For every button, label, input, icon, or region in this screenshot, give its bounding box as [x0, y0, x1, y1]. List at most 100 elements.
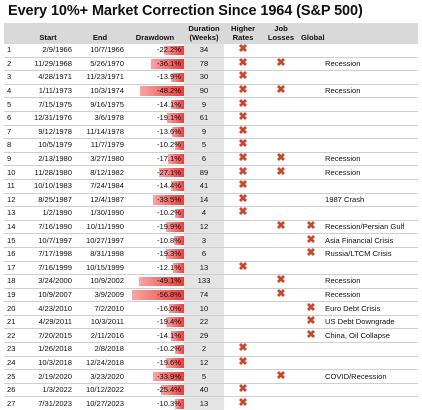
header-end: End	[74, 23, 126, 44]
drawdown-value: -49.1%	[156, 276, 181, 286]
drawdown-cell: -19.1%	[126, 111, 184, 126]
start-date: 10/9/2007	[22, 288, 74, 303]
global-cell	[300, 383, 322, 398]
cross-icon: ✖	[238, 43, 248, 56]
higher-rates-cell	[224, 288, 262, 303]
cross-icon: ✖	[238, 206, 248, 219]
drawdown-value: -56.8%	[156, 289, 181, 299]
drawdown-bar	[153, 195, 184, 205]
start-date: 10/3/2018	[22, 356, 74, 371]
higher-rates-cell	[224, 328, 262, 344]
global-cell: ✖	[300, 233, 322, 248]
higher-rates-cell: ✖	[224, 138, 262, 153]
cross-icon: ✖	[276, 369, 286, 382]
cross-icon: ✖	[238, 355, 248, 368]
start-date: 4/29/2011	[22, 315, 74, 330]
cross-icon: ✖	[238, 383, 248, 396]
cross-icon: ✖	[238, 260, 248, 273]
drawdown-bar	[172, 263, 184, 273]
row-number: 19	[4, 288, 22, 303]
end-date: 10/3/1974	[74, 84, 126, 99]
cross-icon: ✖	[238, 124, 248, 137]
job-losses-cell	[262, 70, 300, 85]
event-note: Recession	[322, 288, 419, 303]
end-date: 11/23/1971	[74, 70, 126, 85]
cross-icon: ✖	[306, 233, 316, 246]
event-note: Recession	[322, 274, 419, 289]
global-cell	[300, 125, 322, 140]
drawdown-bar	[165, 222, 184, 232]
job-losses-cell	[262, 111, 300, 126]
job-losses-cell	[262, 44, 300, 58]
end-date: 2/11/2016	[74, 328, 126, 344]
drawdown-bar	[166, 358, 184, 368]
higher-rates-cell	[224, 301, 262, 316]
start-date: 2/9/1966	[22, 44, 74, 58]
table-row: 8 10/5/1979 11/7/1979 -10.2% 5 ✖	[4, 138, 419, 153]
row-number: 2	[4, 57, 22, 72]
table-row: 27 7/31/2023 10/27/2023 -10.3% 13 ✖	[4, 396, 418, 410]
drawdown-value: -36.1%	[156, 58, 181, 68]
table-row: 23 1/26/2018 2/8/2018 -10.2% 2 ✖	[4, 342, 419, 357]
duration-weeks: 41	[184, 179, 224, 194]
global-cell: ✖	[300, 247, 322, 262]
job-losses-cell	[262, 206, 300, 221]
higher-rates-cell	[224, 315, 262, 330]
row-number: 15	[4, 233, 22, 248]
cross-icon: ✖	[238, 192, 248, 205]
table-row: 1 2/9/1966 10/7/1966 -22.2% 34 ✖	[4, 43, 419, 58]
event-note: Recession	[322, 152, 419, 167]
end-date: 12/4/1987	[74, 193, 126, 208]
global-cell	[300, 288, 322, 303]
table-row: 12 8/25/1987 12/4/1987 -33.5% 14 ✖ 1987 Crash	[4, 192, 419, 208]
global-cell	[300, 97, 322, 112]
higher-rates-cell: ✖	[224, 124, 262, 140]
row-number: 8	[4, 138, 22, 153]
drawdown-value: -16.0%	[156, 303, 181, 313]
end-date: 9/16/1975	[74, 97, 126, 112]
cross-icon: ✖	[276, 287, 286, 300]
row-number: 25	[4, 369, 22, 384]
drawdown-value: -17.1%	[156, 154, 181, 164]
duration-weeks: 10	[184, 301, 224, 316]
global-cell	[300, 261, 322, 276]
event-note: Euro Debt Crisis	[322, 301, 419, 316]
job-losses-cell: ✖	[262, 57, 300, 72]
global-cell: ✖	[300, 220, 322, 235]
job-losses-cell	[262, 342, 300, 357]
higher-rates-cell: ✖	[224, 397, 262, 410]
row-number: 26	[4, 383, 22, 398]
table-row: 10 11/28/1980 8/12/1982 -27.1% 89 ✖ ✖ Recession	[4, 165, 419, 180]
table-row: 7 9/12/1978 11/14/1978 -13.6% 9 ✖	[4, 124, 419, 140]
duration-weeks: 5	[184, 369, 224, 384]
start-date: 7/20/2015	[22, 328, 74, 344]
table-row: 24 10/3/2018 12/24/2018 -19.6% 12 ✖	[4, 355, 419, 371]
cross-icon: ✖	[276, 165, 286, 178]
job-losses-cell: ✖	[262, 84, 300, 99]
duration-weeks: 6	[184, 152, 224, 167]
drawdown-bar	[171, 127, 184, 137]
start-date: 1/2/1990	[22, 206, 74, 221]
table-row: 18 3/24/2000 10/9/2002 -49.1% 133 ✖ Recession	[4, 274, 419, 289]
drawdown-bar	[160, 385, 184, 395]
global-cell: ✖	[300, 301, 322, 316]
event-note	[322, 179, 419, 194]
drawdown-value: -12.1%	[156, 262, 181, 272]
cross-icon: ✖	[306, 328, 316, 341]
drawdown-value: -19.6%	[156, 357, 181, 367]
cross-icon: ✖	[276, 220, 286, 233]
drawdown-bar	[163, 45, 184, 56]
row-number: 1	[4, 44, 22, 58]
header-drawdown: Drawdown	[126, 23, 184, 44]
drawdown-cell: -10.2%	[126, 342, 184, 357]
event-note: 1987 Crash	[322, 193, 419, 208]
global-cell	[300, 206, 322, 221]
drawdown-cell: -33.5%	[126, 193, 184, 208]
end-date: 10/11/1990	[74, 220, 126, 235]
end-date: 8/31/1998	[74, 247, 126, 262]
row-number: 7	[4, 125, 22, 140]
job-losses-cell	[262, 356, 300, 371]
higher-rates-cell: ✖	[224, 43, 262, 58]
end-date: 3/6/1978	[74, 111, 126, 126]
drawdown-bar	[171, 72, 184, 83]
